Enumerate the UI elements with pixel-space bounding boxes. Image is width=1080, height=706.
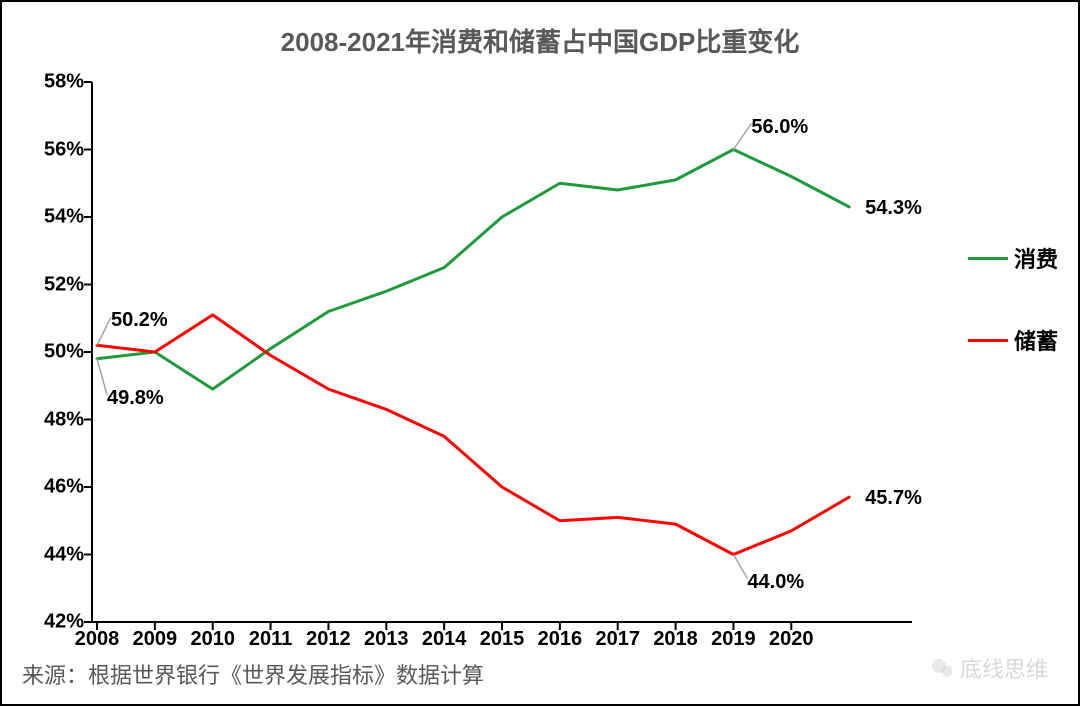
x-tick-label: 2009 bbox=[133, 622, 178, 651]
legend-label: 储蓄 bbox=[1014, 324, 1058, 356]
y-tick-label: 58% bbox=[44, 71, 92, 94]
x-tick-label: 2015 bbox=[480, 622, 525, 651]
legend-label: 消费 bbox=[1014, 242, 1058, 274]
data-label: 44.0% bbox=[747, 571, 804, 594]
source-text: 来源：根据世界银行《世界发展指标》数据计算 bbox=[22, 658, 484, 690]
y-tick-label: 46% bbox=[44, 476, 92, 499]
plot-area: 42%44%46%48%50%52%54%56%58%2008200920102… bbox=[92, 82, 912, 622]
legend-item-consumption: 消费 bbox=[968, 242, 1058, 274]
chart-title: 2008-2021年消费和储蓄占中国GDP比重变化 bbox=[2, 22, 1078, 59]
x-tick-label: 2012 bbox=[306, 622, 351, 651]
x-tick-label: 2014 bbox=[422, 622, 467, 651]
legend: 消费 储蓄 bbox=[968, 242, 1058, 406]
legend-item-savings: 储蓄 bbox=[968, 324, 1058, 356]
x-tick-label: 2020 bbox=[769, 622, 814, 651]
chart-svg bbox=[92, 82, 912, 622]
data-label: 45.7% bbox=[865, 487, 922, 510]
x-tick-label: 2019 bbox=[711, 622, 756, 651]
y-tick-label: 52% bbox=[44, 273, 92, 296]
data-label: 54.3% bbox=[865, 197, 922, 220]
x-tick-label: 2017 bbox=[595, 622, 640, 651]
wechat-icon bbox=[930, 656, 954, 680]
watermark-text: 底线思维 bbox=[960, 652, 1048, 684]
x-tick-label: 2011 bbox=[249, 622, 292, 651]
legend-swatch bbox=[968, 257, 1008, 260]
x-tick-label: 2008 bbox=[75, 622, 120, 651]
data-label: 49.8% bbox=[107, 387, 164, 410]
y-tick-label: 56% bbox=[44, 138, 92, 161]
y-tick-label: 50% bbox=[44, 341, 92, 364]
x-tick-label: 2013 bbox=[364, 622, 409, 651]
watermark: 底线思维 bbox=[930, 652, 1048, 684]
x-tick-label: 2016 bbox=[538, 622, 583, 651]
x-tick-label: 2010 bbox=[190, 622, 235, 651]
x-tick-label: 2018 bbox=[653, 622, 698, 651]
chart-container: 2008-2021年消费和储蓄占中国GDP比重变化 42%44%46%48%50… bbox=[0, 0, 1080, 706]
data-label: 56.0% bbox=[751, 116, 808, 139]
y-tick-label: 48% bbox=[44, 408, 92, 431]
legend-swatch bbox=[968, 339, 1008, 342]
y-tick-label: 54% bbox=[44, 206, 92, 229]
data-label: 50.2% bbox=[111, 309, 168, 332]
y-tick-label: 44% bbox=[44, 543, 92, 566]
